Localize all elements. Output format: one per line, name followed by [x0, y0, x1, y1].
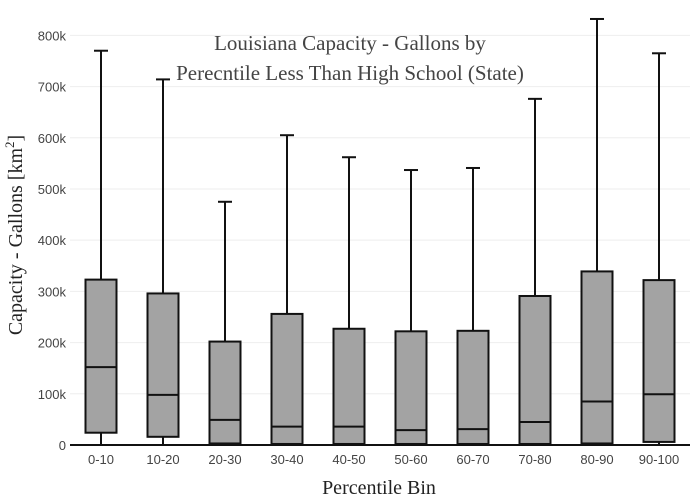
x-tick-labels: 0-10 10-20 20-30 30-40 40-50 50-60 60-70 70-80 8…: [88, 452, 679, 467]
box-30-40: [270, 134, 304, 446]
y-tick-label: 200k: [38, 336, 67, 351]
y-tick-label: 800k: [38, 28, 67, 43]
x-tick-label: 70-80: [518, 452, 551, 467]
iqr-box: [270, 312, 304, 445]
iqr-box: [456, 329, 490, 445]
box-80-90: [580, 17, 614, 446]
y-tick-label: 100k: [38, 387, 67, 402]
y-axis-title-sup: 2: [2, 141, 17, 148]
x-tick-label: 60-70: [456, 452, 489, 467]
box-60-70: [456, 166, 490, 446]
y-tick-label: 700k: [38, 80, 67, 95]
iqr-box: [84, 278, 118, 434]
x-tick-label: 40-50: [332, 452, 365, 467]
x-axis-title: Percentile Bin: [322, 477, 436, 499]
y-tick-label: 300k: [38, 284, 67, 299]
iqr-box: [208, 340, 242, 445]
box-70-80: [518, 97, 552, 446]
iqr-box: [146, 292, 180, 438]
box-10-20: [146, 78, 180, 446]
x-tick-label: 10-20: [146, 452, 179, 467]
boxes-layer: [84, 17, 676, 446]
x-tick-label: 50-60: [394, 452, 427, 467]
box-50-60: [394, 169, 428, 446]
iqr-box: [580, 270, 614, 445]
box-20-30: [208, 200, 242, 446]
y-axis-title-close: ]: [5, 135, 27, 142]
iqr-box: [394, 330, 428, 445]
x-tick-label: 80-90: [580, 452, 613, 467]
y-axis-title-main: Capacity - Gallons [km: [5, 148, 27, 336]
iqr-box: [642, 279, 676, 443]
x-tick-label: 30-40: [270, 452, 303, 467]
chart-title-line-2: Perecntile Less Than High School (State): [176, 61, 524, 85]
box-90-100: [642, 52, 676, 446]
x-tick-label: 0-10: [88, 452, 114, 467]
y-tick-label: 0: [59, 438, 66, 453]
box-0-10: [84, 49, 118, 446]
y-tick-label: 500k: [38, 182, 67, 197]
y-tick-labels: 0 100k 200k 300k 400k 500k 600k 700k 800k: [38, 28, 67, 453]
iqr-box: [518, 294, 552, 445]
box-40-50: [332, 156, 366, 446]
y-tick-label: 400k: [38, 233, 67, 248]
y-tick-label: 600k: [38, 131, 67, 146]
iqr-box: [332, 327, 366, 445]
y-axis-title: Capacity - Gallons [km2]: [2, 135, 27, 335]
x-tick-label: 90-100: [639, 452, 679, 467]
chart-title-line-1: Louisiana Capacity - Gallons by: [214, 31, 486, 55]
x-tick-label: 20-30: [208, 452, 241, 467]
